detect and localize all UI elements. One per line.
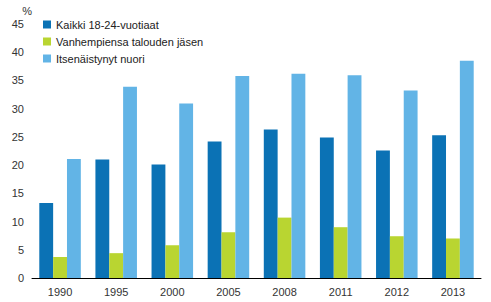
svg-text:2012: 2012 [385,286,409,298]
svg-text:30: 30 [12,103,24,115]
svg-text:5: 5 [18,244,24,256]
svg-text:1990: 1990 [48,286,72,298]
svg-text:2013: 2013 [441,286,465,298]
svg-text:2000: 2000 [160,286,184,298]
svg-text:Vanhempiensa talouden jäsen: Vanhempiensa talouden jäsen [56,36,203,48]
svg-text:35: 35 [12,74,24,86]
svg-text:2011: 2011 [329,286,353,298]
svg-text:0: 0 [18,272,24,284]
svg-text:2008: 2008 [272,286,296,298]
svg-text:Itsenäistynyt nuori: Itsenäistynyt nuori [56,53,145,65]
svg-text:10: 10 [12,216,24,228]
svg-text:Kaikki 18-24-vuotiaat: Kaikki 18-24-vuotiaat [56,19,159,31]
svg-text:45: 45 [12,18,24,30]
svg-text:15: 15 [12,187,24,199]
svg-text:25: 25 [12,131,24,143]
svg-text:20: 20 [12,159,24,171]
svg-text:1995: 1995 [104,286,128,298]
svg-text:%: % [22,5,32,17]
svg-text:40: 40 [12,46,24,58]
svg-text:2005: 2005 [216,286,240,298]
